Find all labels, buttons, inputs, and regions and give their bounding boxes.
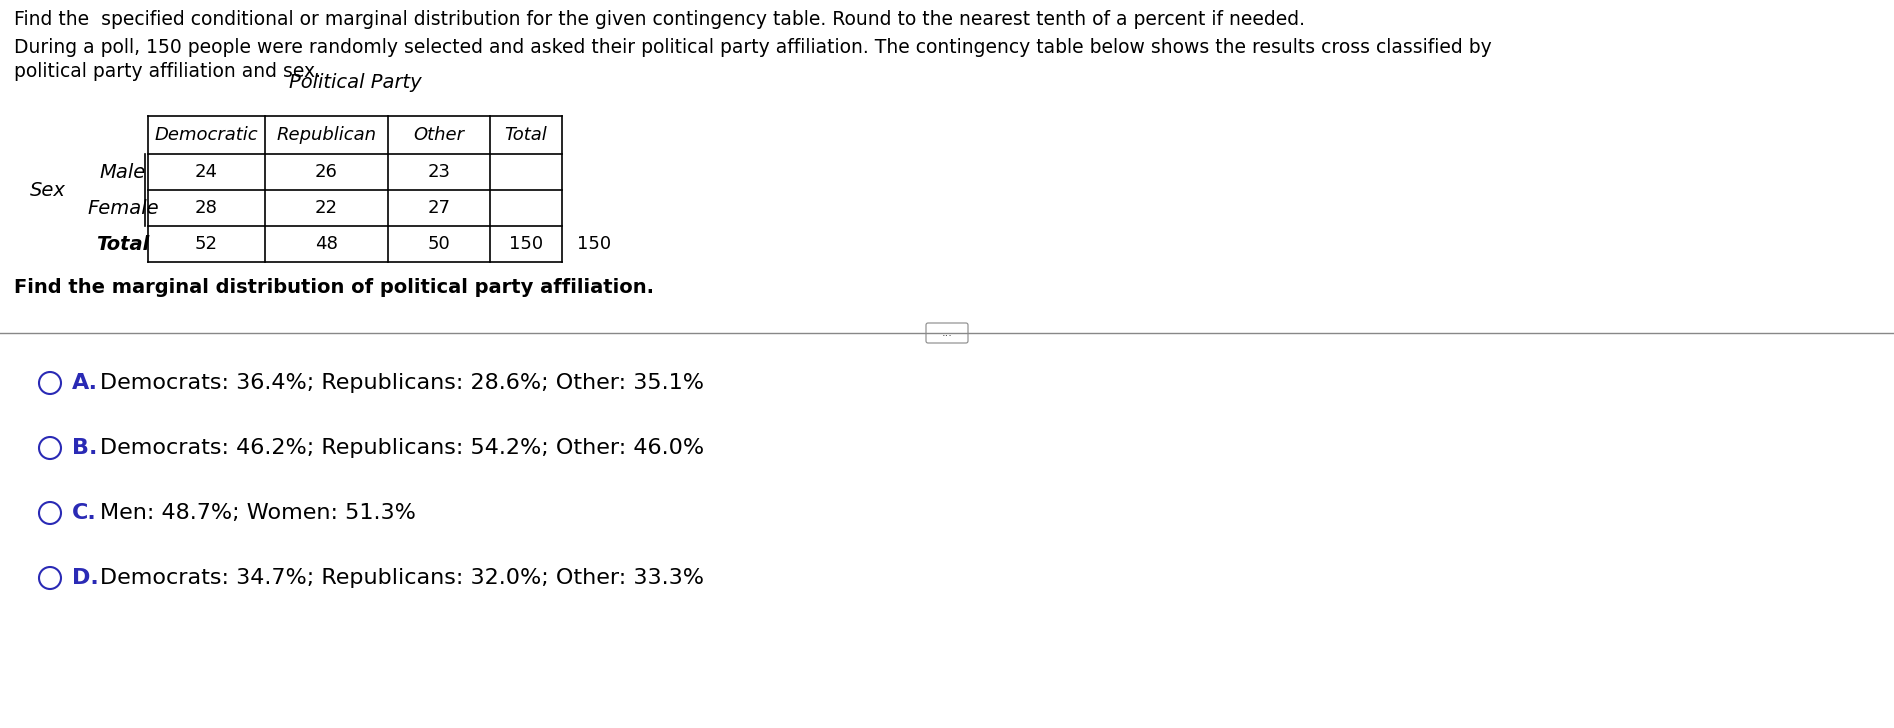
Text: Other: Other: [413, 126, 464, 144]
Text: 150: 150: [578, 235, 612, 253]
Text: 48: 48: [314, 235, 337, 253]
Text: 27: 27: [428, 199, 451, 217]
Text: B.: B.: [72, 438, 97, 458]
Text: 50: 50: [428, 235, 451, 253]
Text: 24: 24: [195, 163, 218, 181]
Text: 26: 26: [314, 163, 337, 181]
Text: Female: Female: [87, 199, 159, 218]
Text: During a poll, 150 people were randomly selected and asked their political party: During a poll, 150 people were randomly …: [13, 38, 1492, 57]
Text: Total: Total: [504, 126, 547, 144]
Text: Republican: Republican: [277, 126, 377, 144]
Text: 23: 23: [428, 163, 451, 181]
Text: Male: Male: [100, 162, 146, 181]
Text: Total: Total: [97, 234, 150, 253]
Text: Find the  specified conditional or marginal distribution for the given contingen: Find the specified conditional or margin…: [13, 10, 1305, 29]
FancyBboxPatch shape: [926, 323, 968, 343]
Text: Political Party: Political Party: [288, 73, 420, 92]
Text: 22: 22: [314, 199, 337, 217]
Text: ...: ...: [941, 328, 953, 338]
Text: Sex: Sex: [30, 181, 66, 199]
Text: Democrats: 46.2%; Republicans: 54.2%; Other: 46.0%: Democrats: 46.2%; Republicans: 54.2%; Ot…: [100, 438, 705, 458]
Text: 150: 150: [509, 235, 544, 253]
Text: 28: 28: [195, 199, 218, 217]
Text: D.: D.: [72, 568, 98, 588]
Text: Men: 48.7%; Women: 51.3%: Men: 48.7%; Women: 51.3%: [100, 503, 417, 523]
Text: political party affiliation and sex.: political party affiliation and sex.: [13, 62, 320, 81]
Text: A.: A.: [72, 373, 98, 393]
Text: Democratic: Democratic: [155, 126, 258, 144]
Text: 52: 52: [195, 235, 218, 253]
Text: Find the marginal distribution of political party affiliation.: Find the marginal distribution of politi…: [13, 278, 653, 297]
Text: Democrats: 36.4%; Republicans: 28.6%; Other: 35.1%: Democrats: 36.4%; Republicans: 28.6%; Ot…: [100, 373, 705, 393]
Text: C.: C.: [72, 503, 97, 523]
Text: Democrats: 34.7%; Republicans: 32.0%; Other: 33.3%: Democrats: 34.7%; Republicans: 32.0%; Ot…: [100, 568, 705, 588]
